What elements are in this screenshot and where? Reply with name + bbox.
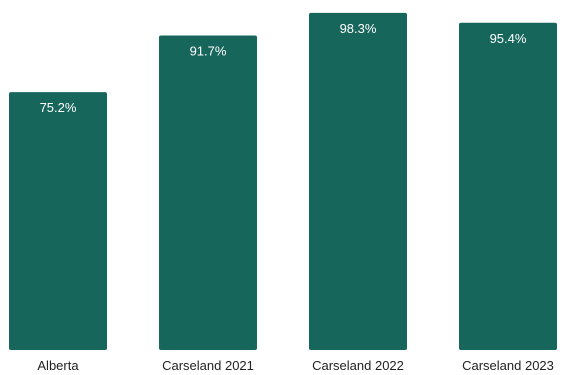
value-label: 98.3% <box>340 21 377 36</box>
value-label: 91.7% <box>190 43 227 58</box>
value-label: 75.2% <box>40 100 77 115</box>
category-labels-group: Alberta Carseland 2021 Carseland 2022 Carse… <box>37 358 554 373</box>
category-label: Alberta <box>37 358 79 373</box>
value-label: 95.4% <box>490 31 527 46</box>
bar-carseland-2023 <box>459 22 557 350</box>
bar-carseland-2022 <box>309 12 407 351</box>
category-label: Carseland 2023 <box>462 358 554 373</box>
bar-alberta <box>9 92 107 351</box>
bars-group <box>9 12 557 351</box>
category-label: Carseland 2021 <box>162 358 254 373</box>
bar-carseland-2021 <box>159 35 257 351</box>
value-labels-group: 75.2% 91.7% 98.3% 95.4% <box>40 21 527 115</box>
category-label: Carseland 2022 <box>312 358 404 373</box>
